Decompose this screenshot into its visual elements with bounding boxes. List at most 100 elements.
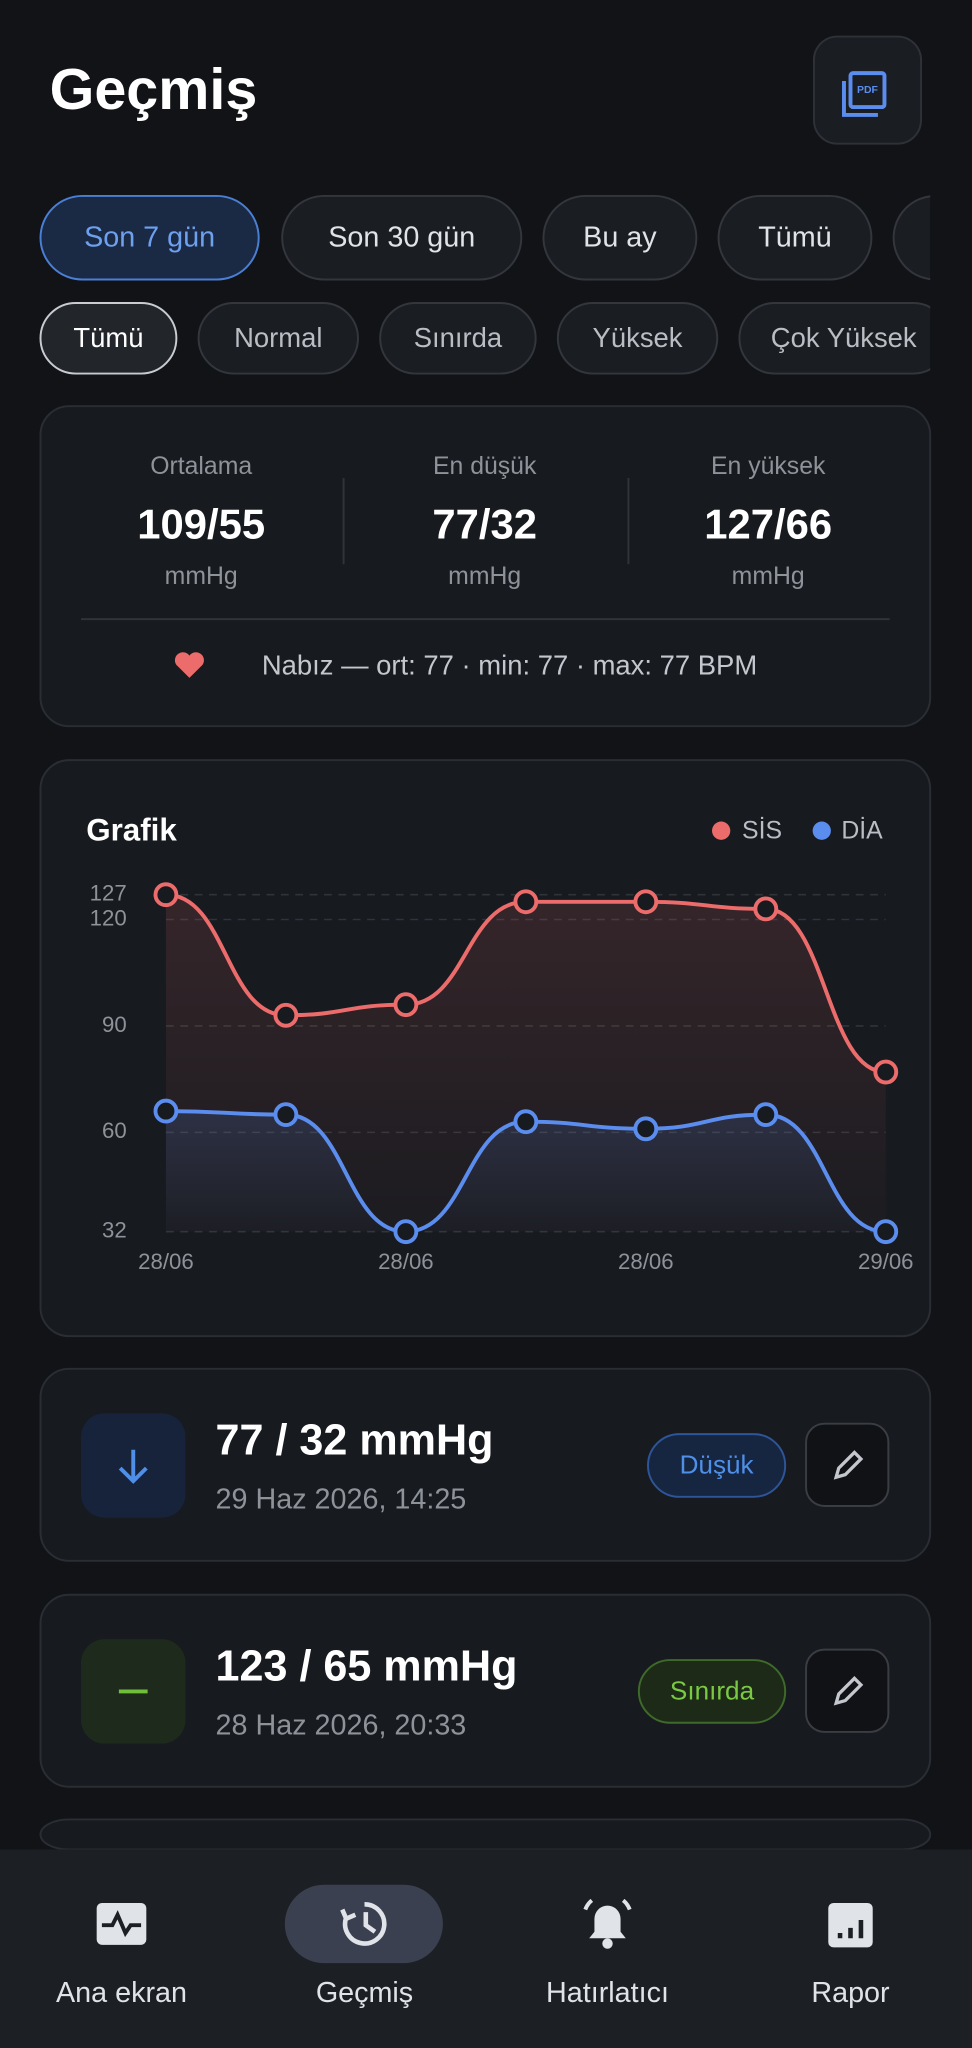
stat-label: En yüksek bbox=[711, 453, 826, 480]
nav-label[interactable]: Geçmiş bbox=[316, 1977, 413, 2009]
status-chip[interactable]: Normal bbox=[197, 302, 359, 375]
x-tick-label: 28/06 bbox=[378, 1249, 434, 1274]
period-chip[interactable]: Bu ay bbox=[542, 194, 698, 281]
edit-bg bbox=[805, 1422, 890, 1507]
record-card[interactable]: 123 / 65 mmHg 28 Haz 2026, 20:33 Sınırda bbox=[39, 1593, 932, 1788]
record-date: 29 Haz 2026, 14:25 bbox=[216, 1483, 467, 1515]
edit-bg bbox=[805, 1648, 890, 1733]
status-badge-label: Düşük bbox=[680, 1450, 755, 1480]
y-tick-label: 127 bbox=[90, 881, 127, 906]
chip-label: Sınırda bbox=[414, 322, 503, 353]
heart-icon bbox=[174, 652, 204, 678]
record-value: 77 / 32 mmHg bbox=[216, 1417, 494, 1465]
status-chip[interactable]: Çok Yüksek bbox=[738, 302, 948, 375]
nav-icon bbox=[96, 1898, 873, 1949]
chip-bg bbox=[379, 302, 537, 375]
record-date: 28 Haz 2026, 20:33 bbox=[216, 1709, 467, 1741]
data-point bbox=[873, 1219, 899, 1245]
data-point bbox=[153, 882, 179, 908]
nav-items: Ana ekran Geçmiş Hatırlatıcı Rapor bbox=[56, 1977, 890, 2009]
data-point bbox=[153, 1098, 179, 1124]
chip-label: Tümü bbox=[73, 322, 143, 353]
stat-value: 127/66 bbox=[704, 501, 832, 548]
pulse-summary: Nabız — ort: 77 · min: 77 · max: 77 BPM bbox=[262, 650, 757, 681]
stats-card bbox=[39, 405, 932, 728]
period-chip[interactable]: Tümü bbox=[717, 194, 873, 281]
chip-bg bbox=[717, 194, 873, 281]
stat-label: Ortalama bbox=[150, 453, 252, 480]
record-card[interactable] bbox=[39, 1818, 932, 1851]
status-chip[interactable]: Sınırda bbox=[379, 302, 537, 375]
records: 77 / 32 mmHg 29 Haz 2026, 14:25 Düşük 123 /… bbox=[39, 1367, 932, 1851]
x-tick-label: 29/06 bbox=[858, 1249, 914, 1274]
data-point bbox=[273, 1002, 299, 1028]
x-tick-label: 28/06 bbox=[138, 1249, 194, 1274]
data-point bbox=[873, 1059, 899, 1085]
data-point bbox=[753, 1102, 779, 1128]
legend-marker bbox=[712, 821, 731, 840]
card-bg bbox=[39, 1593, 932, 1788]
legend-label: SİS bbox=[742, 818, 782, 845]
bottom-nav bbox=[0, 1849, 972, 2048]
stat-unit: mmHg bbox=[165, 563, 238, 590]
edit-icon bbox=[833, 1450, 864, 1480]
chip-label: Bu ay bbox=[583, 222, 657, 254]
period-chip[interactable]: Son 30 gün bbox=[281, 194, 523, 281]
stat-value: 77/32 bbox=[432, 501, 537, 548]
status-chip[interactable]: Tümü bbox=[39, 302, 178, 375]
chip-bg bbox=[556, 302, 719, 375]
data-point bbox=[273, 1102, 299, 1128]
y-tick-label: 90 bbox=[102, 1012, 127, 1037]
edit-button[interactable] bbox=[805, 1422, 890, 1507]
status-icon bbox=[118, 1449, 148, 1484]
nav-label[interactable]: Rapor bbox=[811, 1977, 890, 2009]
pdf-button[interactable]: PDF bbox=[812, 35, 923, 145]
chip-bg bbox=[738, 302, 931, 375]
chip-bg bbox=[39, 194, 260, 281]
chip-bg bbox=[39, 302, 178, 375]
svg-text:PDF: PDF bbox=[857, 85, 878, 96]
data-point bbox=[513, 889, 539, 915]
nav-label[interactable]: Hatırlatıcı bbox=[546, 1977, 669, 2009]
stat-label: En düşük bbox=[433, 453, 537, 480]
chip-label: Tümü bbox=[758, 222, 831, 254]
edit-icon bbox=[833, 1676, 864, 1706]
y-tick-label: 60 bbox=[102, 1118, 127, 1143]
status-badge-label: Sınırda bbox=[670, 1676, 755, 1706]
y-tick-label: 32 bbox=[102, 1218, 127, 1243]
data-point bbox=[633, 889, 659, 915]
chip-bg bbox=[281, 194, 523, 281]
nav-label[interactable]: Ana ekran bbox=[56, 1977, 187, 2009]
y-tick-label: 120 bbox=[90, 905, 127, 930]
chip-bg bbox=[197, 302, 359, 375]
chip-bg bbox=[542, 194, 698, 281]
record-card[interactable]: 77 / 32 mmHg 29 Haz 2026, 14:25 Düşük bbox=[39, 1367, 932, 1562]
legend-marker bbox=[812, 821, 831, 840]
status-chip[interactable]: Yüksek bbox=[556, 302, 719, 375]
x-tick-label: 28/06 bbox=[618, 1249, 674, 1274]
series-area bbox=[165, 1111, 886, 1232]
stat-unit: mmHg bbox=[732, 563, 805, 590]
chip-label: Normal bbox=[234, 322, 322, 353]
page-title: Geçmiş bbox=[50, 58, 258, 122]
data-point bbox=[753, 896, 779, 922]
chip-label: Çok Yüksek bbox=[771, 322, 917, 353]
period-chip[interactable]: Son 7 gün bbox=[39, 194, 260, 281]
edit-button[interactable] bbox=[805, 1648, 890, 1733]
chip-label: Son 30 gün bbox=[328, 222, 475, 254]
stat-value: 109/55 bbox=[137, 501, 265, 548]
data-point bbox=[633, 1116, 659, 1142]
record-value: 123 / 65 mmHg bbox=[216, 1643, 518, 1691]
status-badge bbox=[647, 1433, 787, 1498]
card-bg bbox=[39, 1367, 932, 1562]
legend-label: DİA bbox=[841, 818, 883, 845]
filters: Son 7 gün Son 30 gün Bu ay Tümü Tümü Normal Sı… bbox=[39, 194, 972, 375]
data-point bbox=[393, 992, 419, 1018]
period-chip[interactable] bbox=[892, 195, 972, 281]
status-badge bbox=[637, 1659, 787, 1724]
chip-label: Son 7 gün bbox=[84, 222, 215, 254]
data-point bbox=[393, 1219, 419, 1245]
